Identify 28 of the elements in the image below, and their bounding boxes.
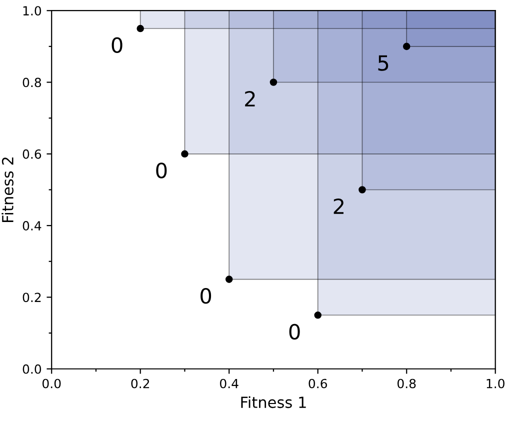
y-tick-label: 0.8 [22,78,42,88]
point [225,276,233,283]
y-tick-label: 1.0 [23,6,42,16]
point [402,42,410,50]
point [270,78,278,86]
y-tick-label: 0.6 [22,149,42,159]
point [314,311,322,319]
y-axis-title: Fitness 2 [2,158,14,222]
x-tick-label: 0.6 [308,378,328,388]
x-tick-label: 0.0 [42,378,61,388]
point [136,24,144,32]
annotation: 5 [378,55,388,71]
x-tick-label: 0.2 [131,378,150,388]
point [181,150,188,158]
x-axis-title: Fitness 1 [241,396,306,408]
y-tick-label: 0.0 [22,364,42,374]
x-tick-label: 1.0 [486,378,504,388]
annotation: 2 [245,90,255,106]
y-tick-label: 0.2 [22,292,41,302]
annotation: 2 [334,198,344,214]
annotation: 0 [156,162,167,178]
x-tick-label: 0.8 [397,378,416,388]
annotation: 0 [289,324,300,340]
annotation: 0 [112,37,122,53]
annotation: 0 [200,288,212,304]
x-tick-label: 0.4 [220,378,238,388]
y-tick-label: 0.4 [22,221,42,230]
point [358,186,366,194]
